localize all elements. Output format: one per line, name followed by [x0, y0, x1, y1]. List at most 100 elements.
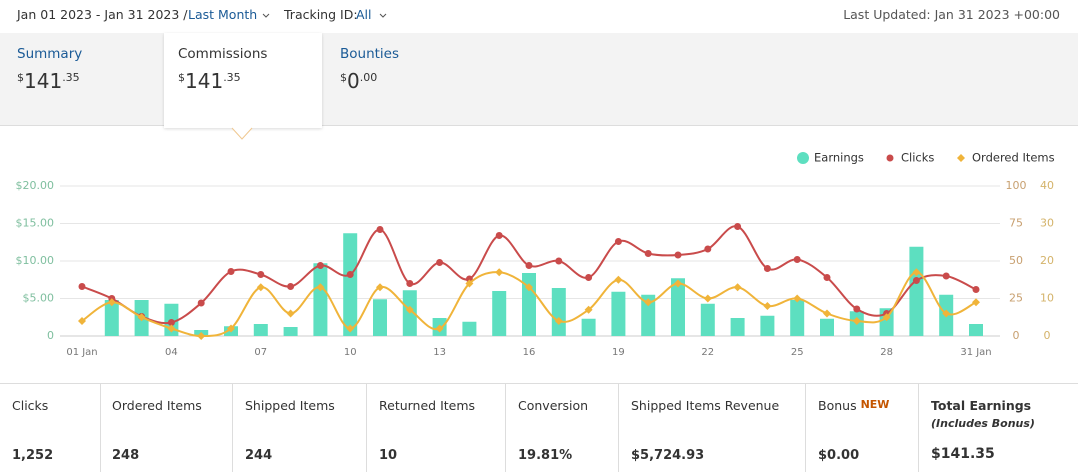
x-tick-label: 22	[701, 347, 714, 358]
bar	[641, 294, 656, 336]
point	[256, 283, 265, 292]
tabs: Summary $141.35 Commissions $141.35 Boun…	[0, 33, 1078, 128]
bar	[104, 300, 119, 336]
point	[107, 298, 116, 307]
stat: Returned Items 10	[367, 384, 506, 472]
point	[972, 298, 980, 307]
x-tick-label: 31 Jan	[960, 347, 991, 358]
bar	[671, 278, 685, 336]
x-tick-label: 13	[433, 347, 446, 358]
currency: $	[178, 71, 185, 84]
badge: NEW	[860, 398, 890, 411]
bar	[700, 303, 715, 336]
bar	[283, 327, 298, 336]
tick-label: 50	[1009, 254, 1023, 267]
point	[554, 317, 563, 325]
cents: .00	[359, 71, 378, 84]
tick-label: 0	[47, 329, 54, 342]
cents: .35	[62, 71, 80, 84]
legend-swatch	[957, 154, 965, 162]
x-tick-label: 04	[165, 347, 178, 358]
point	[495, 268, 504, 277]
x-tick-label: 01 Jan	[66, 347, 97, 358]
point	[286, 309, 295, 318]
bar	[462, 321, 477, 336]
bar	[253, 324, 268, 336]
bar	[909, 246, 924, 336]
stat-label: Bonus NEW	[818, 398, 889, 413]
stat: Ordered Items 248	[100, 384, 233, 472]
x-tick-label: 16	[523, 347, 536, 358]
point	[644, 298, 653, 307]
whole: 141	[24, 69, 63, 93]
point	[703, 294, 712, 303]
tracking-dropdown[interactable]: All	[356, 7, 372, 22]
point	[316, 283, 325, 292]
date-range: Jan 01 2023 - Jan 31 2023 /	[17, 7, 188, 22]
tracking-label: Tracking ID:	[284, 7, 358, 22]
stat-value: $0.00	[818, 448, 860, 463]
tab-label: Summary	[17, 46, 83, 62]
tab-label: Bounties	[340, 46, 400, 62]
tab-selected[interactable]: Commissions $141.35	[164, 33, 322, 128]
point	[346, 324, 355, 333]
whole: 141	[185, 69, 224, 93]
point	[227, 268, 235, 275]
point	[763, 265, 771, 272]
point	[257, 271, 265, 278]
point	[793, 256, 801, 263]
bar	[551, 288, 566, 336]
top-bar: Jan 01 2023 - Jan 31 2023 / Last Month T…	[0, 0, 1078, 33]
x-tick-label: 19	[612, 347, 625, 358]
legend-swatch	[797, 152, 809, 164]
point	[436, 259, 444, 266]
point	[316, 262, 324, 269]
point	[525, 283, 533, 292]
stat-value: $5,724.93	[631, 448, 705, 463]
tick-label: $15.00	[16, 217, 55, 230]
point	[674, 279, 682, 288]
stat: Shipped Items 244	[233, 384, 367, 472]
point	[853, 305, 861, 313]
point	[405, 305, 414, 314]
tick-label: 20	[1040, 254, 1054, 267]
whole: 0	[347, 69, 360, 93]
point	[972, 286, 980, 293]
point	[614, 275, 623, 284]
stat-value: 19.81%	[518, 448, 573, 463]
stat: Conversion 19.81%	[506, 384, 619, 472]
tick-label: 30	[1040, 217, 1054, 230]
point	[495, 232, 503, 239]
stat-label: Shipped Items	[245, 398, 335, 413]
chevron-icon	[379, 13, 387, 18]
x-tick-label: 10	[344, 347, 357, 358]
point	[197, 299, 205, 307]
stat-label: Total Earnings	[931, 398, 1032, 413]
point	[585, 274, 593, 281]
currency: $	[17, 71, 24, 84]
point	[435, 324, 444, 333]
tick-label: 10	[1040, 292, 1054, 305]
point	[78, 283, 86, 290]
cents: .35	[223, 71, 241, 84]
point	[763, 302, 772, 310]
x-tick-label: 07	[254, 347, 267, 358]
bar	[760, 315, 775, 336]
stat-label: Conversion	[518, 398, 589, 413]
period-dropdown[interactable]: Last Month	[188, 7, 258, 22]
bar	[730, 318, 745, 336]
tab[interactable]: Bounties $0.00	[326, 33, 484, 125]
stat-value: 1,252	[12, 448, 54, 463]
tab[interactable]: Summary $141.35	[3, 33, 161, 125]
stat-label: Shipped Items Revenue	[631, 398, 780, 413]
point	[227, 324, 235, 333]
bar	[522, 273, 536, 336]
point	[167, 319, 175, 326]
bar	[373, 299, 387, 336]
tick-label: 0	[1013, 329, 1020, 342]
last-updated: Last Updated: Jan 31 2023 +00:00	[843, 7, 1060, 22]
stat-note: (Includes Bonus)	[931, 417, 1035, 430]
point	[852, 317, 861, 325]
legend-label: Ordered Items	[972, 151, 1055, 165]
